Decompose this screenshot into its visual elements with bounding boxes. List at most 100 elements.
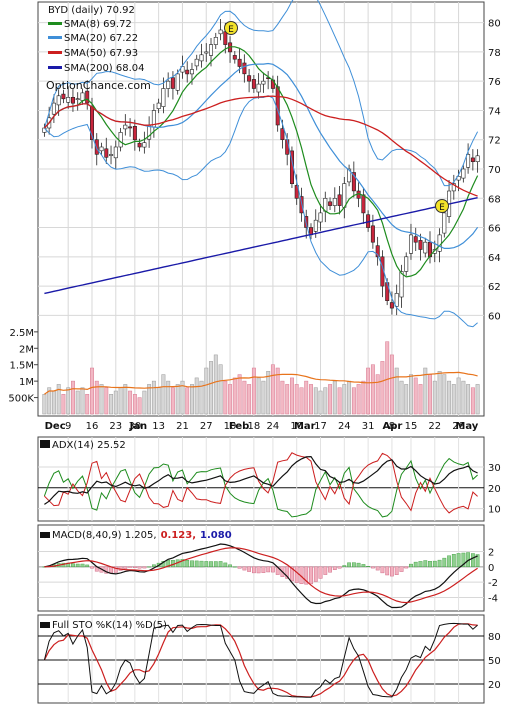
price-y-axis: 80 78 76 74 72 70 68 66 64 62 60 (488, 19, 501, 323)
volume-bar (61, 394, 66, 415)
volume-bar (270, 364, 275, 415)
candle-body (261, 80, 266, 85)
candle-body (118, 132, 123, 148)
volume-bar (428, 374, 432, 415)
macd-signal-line (44, 547, 478, 604)
volume-bar (228, 384, 233, 415)
sma50-line (43, 95, 478, 197)
adx-minus-di-line (44, 452, 478, 514)
candle-body (104, 148, 109, 158)
volume-bar (175, 384, 180, 415)
candle-body (156, 102, 161, 109)
date-tick-label: 16 (86, 421, 99, 432)
candle-body (175, 73, 180, 91)
volume-bar (466, 384, 471, 415)
price-legend: BYD (daily) 70.92 SMA(8) 69.72 SMA(20) 6… (46, 5, 151, 92)
volume-bar (137, 397, 142, 415)
macd-hist-bar (218, 561, 223, 568)
candle-body (51, 102, 56, 115)
macd-hist-bar (328, 566, 332, 573)
price-tick-label: 60 (488, 311, 501, 322)
candle-body (294, 185, 299, 199)
volume-bar (380, 361, 385, 415)
volume-bar (413, 377, 418, 415)
bollinger-upper-line (43, 0, 479, 187)
date-tick-label: 30 (128, 421, 141, 432)
macd-hist-bar (375, 566, 380, 571)
candle-body (280, 128, 285, 141)
candle-body (408, 234, 413, 254)
volume-bar (80, 387, 85, 415)
volume-bar (161, 374, 166, 415)
candle-body (404, 256, 409, 272)
price-tick-label: 80 (488, 19, 501, 30)
macd-hist-bar (251, 566, 256, 574)
volume-bar (247, 384, 252, 415)
candle-body (313, 219, 318, 232)
volume-bar (223, 380, 228, 415)
macd-hist-bar (261, 566, 266, 573)
macd-hist-bar (204, 561, 209, 568)
month-tick-label: Feb (229, 421, 249, 432)
macd-hist-bar (409, 563, 413, 568)
volume-tick-label: 1M (19, 377, 34, 388)
macd-hist-bar (85, 564, 90, 568)
date-tick-label: 24 (338, 421, 351, 432)
macd-hist-bar (304, 566, 309, 585)
macd-title-main: MACD(8,40,9) 1.205, (52, 530, 157, 541)
legend-swatch-sma200 (48, 66, 62, 69)
macd-hist-bar (294, 566, 299, 583)
adx-y-axis: 30 20 10 (488, 463, 501, 516)
volume-bar (170, 387, 175, 415)
volume-bar (290, 377, 294, 415)
volume-bar (218, 364, 223, 415)
candle-body (137, 142, 142, 148)
candle-body (242, 62, 247, 75)
stochastic-d-line (43, 623, 478, 698)
macd-hist-bar (442, 557, 447, 567)
macd-y-axis: 2 0 -2 -4 (488, 548, 498, 605)
volume-bar (285, 384, 290, 415)
date-tick-label: 22 (428, 421, 441, 432)
legend-swatch-sma8 (48, 22, 62, 25)
volume-bar (99, 384, 104, 415)
candle-body (351, 172, 356, 192)
volume-bar (304, 380, 309, 415)
volume-bar (266, 371, 271, 415)
candle-body (209, 44, 214, 56)
volume-bar (71, 380, 75, 415)
month-tick-label: Apr (382, 421, 402, 432)
adx-tick-label: 10 (488, 505, 501, 516)
macd-hist-bar (166, 559, 171, 568)
volume-bar (370, 364, 375, 415)
macd-hist-bar (432, 560, 437, 567)
macd-hist-bar (104, 566, 109, 574)
volume-bar (56, 384, 61, 415)
macd-hist-bar (228, 564, 232, 568)
macd-title-signal: 0.123, (161, 530, 196, 541)
macd-hist-bar (418, 561, 423, 568)
adx-tick-label: 20 (488, 484, 501, 495)
macd-hist-bar (266, 566, 271, 573)
volume-bar (199, 380, 204, 415)
volume-bar (232, 377, 237, 415)
volume-bar (237, 374, 242, 415)
macd-title-hist: 1.080 (200, 530, 232, 541)
candle-body (256, 83, 261, 93)
candle-body (394, 293, 399, 307)
volume-tick-label: 1.5M (9, 361, 34, 372)
volume-bar (323, 387, 328, 415)
volume-bar (156, 387, 161, 415)
date-tick-label: 10 (224, 421, 237, 432)
stochastic-k-line (43, 622, 478, 698)
volume-bar (351, 387, 356, 415)
candle-body (370, 225, 375, 243)
macd-title: MACD(8,40,9) 1.205, 0.123, 1.080 (52, 530, 232, 541)
candle-body (180, 66, 185, 73)
date-tick-label: 18 (247, 421, 260, 432)
candle-body (213, 36, 218, 45)
candle-body (85, 90, 90, 104)
candle-body (437, 234, 442, 252)
volume-bar (399, 380, 404, 415)
macd-hist-bar (113, 566, 118, 573)
